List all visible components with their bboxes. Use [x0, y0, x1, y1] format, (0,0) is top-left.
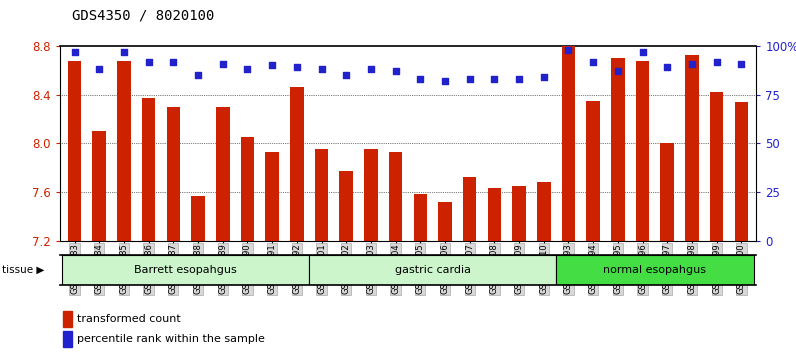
Bar	[636, 61, 650, 241]
Bar	[413, 194, 427, 241]
Bar	[290, 87, 303, 241]
Point	[735, 61, 747, 67]
Point	[488, 76, 501, 82]
Bar	[92, 131, 106, 241]
Bar	[611, 58, 625, 241]
Point	[365, 67, 377, 72]
Point	[340, 73, 353, 78]
Point	[463, 76, 476, 82]
Text: normal esopahgus: normal esopahgus	[603, 265, 706, 275]
Bar	[587, 101, 600, 241]
Text: tissue ▶: tissue ▶	[2, 265, 44, 275]
Point	[142, 59, 155, 64]
Point	[587, 59, 599, 64]
Text: Barrett esopahgus: Barrett esopahgus	[135, 265, 237, 275]
Text: gastric cardia: gastric cardia	[395, 265, 470, 275]
Bar	[710, 92, 724, 241]
Bar	[216, 107, 229, 241]
Bar	[191, 196, 205, 241]
Point	[93, 67, 106, 72]
Point	[266, 63, 279, 68]
Point	[68, 49, 81, 55]
Bar	[142, 98, 155, 241]
Bar	[562, 46, 576, 241]
Bar	[117, 61, 131, 241]
Point	[217, 61, 229, 67]
Point	[192, 73, 205, 78]
Point	[611, 69, 624, 74]
Text: percentile rank within the sample: percentile rank within the sample	[77, 334, 265, 344]
Bar	[63, 311, 72, 327]
Bar	[364, 149, 377, 241]
Bar	[735, 102, 748, 241]
Bar	[166, 107, 180, 241]
Bar	[463, 177, 477, 241]
Point	[118, 49, 131, 55]
Bar	[62, 255, 309, 285]
Text: transformed count: transformed count	[77, 314, 181, 324]
Bar	[63, 331, 72, 347]
Point	[685, 61, 698, 67]
Point	[167, 59, 180, 64]
Point	[439, 78, 451, 84]
Point	[537, 74, 550, 80]
Bar	[339, 171, 353, 241]
Bar	[537, 182, 551, 241]
Point	[389, 69, 402, 74]
Bar	[240, 137, 254, 241]
Point	[513, 76, 525, 82]
Point	[291, 64, 303, 70]
Bar	[265, 152, 279, 241]
Point	[661, 64, 673, 70]
Bar	[68, 61, 81, 241]
Bar	[314, 149, 328, 241]
Point	[636, 49, 649, 55]
Point	[710, 59, 723, 64]
Bar	[556, 255, 754, 285]
Bar	[513, 186, 526, 241]
Bar	[685, 55, 699, 241]
Bar	[309, 255, 556, 285]
Point	[241, 67, 254, 72]
Text: GDS4350 / 8020100: GDS4350 / 8020100	[72, 9, 214, 23]
Point	[315, 67, 328, 72]
Bar	[488, 188, 501, 241]
Bar	[439, 202, 452, 241]
Point	[414, 76, 427, 82]
Bar	[388, 152, 403, 241]
Bar	[661, 143, 674, 241]
Point	[562, 47, 575, 53]
